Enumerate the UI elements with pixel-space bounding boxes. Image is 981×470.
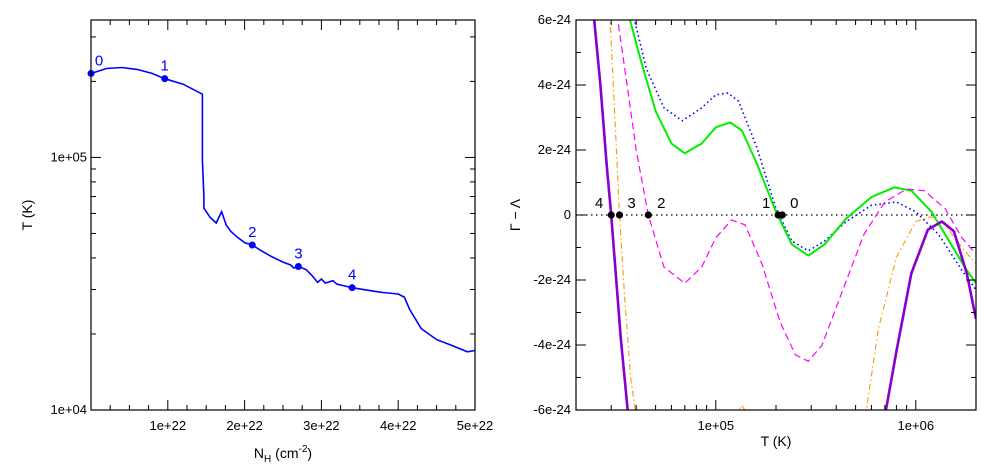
left-x-tick-label: 5e+22	[457, 418, 494, 433]
right-point-4	[607, 211, 615, 219]
right-y-tick-label: -2e-24	[533, 272, 571, 287]
left-x-axis-label-main: N	[254, 445, 264, 461]
right-x-axis-label: T (K)	[761, 433, 792, 449]
series-curve-1-green	[628, 20, 976, 284]
left-point-4	[348, 284, 356, 292]
left-x-tick-label: 2e+22	[226, 418, 263, 433]
left-x-tick-label: 3e+22	[303, 418, 340, 433]
right-panel: 1e+05 1e+06 6e-24 4e-24 2e-24 0 -2e-24 -4e-24 -6…	[507, 12, 977, 449]
left-point-label-4: 4	[348, 267, 356, 284]
right-x-tick-label: 1e+06	[898, 418, 935, 433]
left-plot-area: 0 1 2 3 4	[87, 52, 476, 353]
left-axes-frame	[90, 19, 476, 411]
right-point-label-4: 4	[595, 195, 603, 212]
left-y-tick-label: 1e+04	[50, 402, 87, 417]
left-y-axis-label: T (K)	[19, 200, 35, 231]
left-x-axis-label-close: )	[307, 445, 312, 461]
left-x-tick-label: 4e+22	[380, 418, 417, 433]
series-curve-3-orange-low	[738, 404, 746, 410]
left-point-label-2: 2	[248, 224, 256, 241]
right-point-label-3: 3	[627, 195, 635, 212]
left-point-1	[161, 75, 169, 83]
right-points: 4 3 2 1 0	[595, 195, 798, 219]
right-point-3	[615, 211, 624, 219]
left-y-tick-label: 1e+05	[50, 149, 87, 164]
left-point-label-1: 1	[161, 58, 169, 75]
series-curve-2-magenta	[617, 20, 976, 362]
left-x-axis-label-exp: -2	[299, 444, 308, 455]
left-point-label-3: 3	[294, 245, 302, 262]
left-series-line	[90, 66, 476, 353]
series-curve-3-orange	[609, 20, 636, 410]
right-y-tick-label: 6e-24	[538, 12, 571, 27]
right-y-tick-label: 4e-24	[538, 77, 571, 92]
right-x-tick-label: 1e+05	[698, 418, 735, 433]
series-curve-3-orange-right	[865, 216, 976, 410]
left-x-tick-label: 1e+22	[150, 418, 187, 433]
left-x-axis-label-unit: (cm	[271, 445, 298, 461]
left-point-label-0: 0	[95, 52, 103, 69]
left-ticks: 1e+22 2e+22 3e+22 4e+22 5e+22 1e+04 1e+05	[50, 20, 493, 433]
left-point-3	[294, 262, 302, 270]
right-point-label-0: 0	[790, 195, 798, 212]
right-y-tick-label: -4e-24	[533, 337, 571, 352]
right-y-tick-label: -6e-24	[533, 402, 571, 417]
right-y-axis-label: Γ − Λ	[507, 198, 523, 231]
left-x-axis-label-sub: H	[264, 454, 271, 465]
right-point-label-2: 2	[657, 195, 665, 212]
series-curve-0-dotted	[633, 20, 976, 291]
right-point-2	[644, 211, 652, 219]
right-point-label-1: 1	[762, 195, 770, 212]
left-panel: 0 1 2 3 4 1e+22 2e+22 3e+22 4e+22 5e+22 1e+04 1e+0…	[19, 19, 493, 465]
right-y-tick-label: 0	[564, 207, 571, 222]
right-ticks: 1e+05 1e+06 6e-24 4e-24 2e-24 0 -2e-24 -4e-24 -6…	[533, 12, 977, 433]
series-curve-4-purple-right	[884, 220, 976, 410]
left-point-2	[248, 241, 256, 249]
right-y-tick-label: 2e-24	[538, 142, 571, 157]
left-x-axis-label: NH (cm-2)	[254, 444, 312, 465]
right-point-0	[778, 211, 786, 219]
